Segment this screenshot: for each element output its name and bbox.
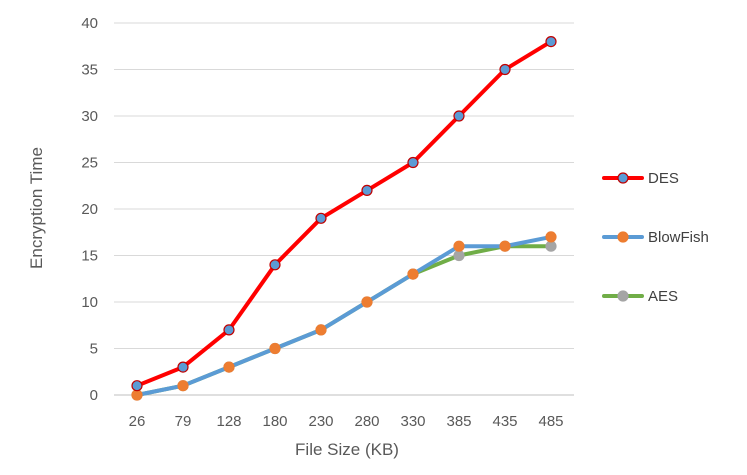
data-point-des: [545, 35, 557, 48]
y-tick-label: 20: [81, 201, 98, 218]
y-tick-label: 15: [81, 248, 98, 265]
data-point-aes: [545, 240, 557, 252]
y-tick-label: 0: [90, 387, 98, 404]
y-tick-label: 5: [90, 341, 98, 358]
legend-label-blowfish: BlowFish: [648, 229, 709, 246]
data-point-des: [269, 259, 281, 271]
x-tick-label: 180: [262, 413, 287, 430]
y-axis-title: Encryption Time: [27, 147, 46, 269]
data-point-blowfish: [453, 240, 465, 252]
x-tick-label: 26: [129, 413, 146, 430]
data-point-des: [315, 212, 327, 224]
gridlines: [114, 22, 574, 396]
x-tick-label: 435: [492, 413, 517, 430]
x-tick-label: 230: [308, 413, 333, 430]
series-lines: [131, 35, 557, 401]
series-line-des: [135, 39, 553, 388]
y-axis-ticks: 0 5 10 15 20 25 30 35 40: [81, 15, 98, 404]
y-tick-label: 40: [81, 15, 98, 32]
x-axis-ticks: 26 79 128 180 230 280 330 385 435 485: [129, 413, 564, 430]
y-tick-label: 35: [81, 62, 98, 79]
data-point-des: [131, 380, 143, 392]
data-point-des: [177, 361, 189, 373]
x-tick-label: 128: [216, 413, 241, 430]
y-tick-label: 25: [81, 155, 98, 172]
x-axis-title: File Size (KB): [295, 440, 399, 459]
data-point-blowfish: [545, 231, 557, 243]
data-point-des: [453, 110, 465, 122]
legend: DES BlowFish AES: [602, 170, 709, 305]
data-point-blowfish: [177, 380, 189, 392]
data-point-blowfish: [131, 389, 143, 401]
data-point-aes: [453, 249, 465, 262]
data-point-des: [361, 184, 373, 196]
y-tick-label: 10: [81, 294, 98, 311]
legend-marker-des: [617, 172, 629, 184]
data-point-blowfish: [269, 342, 281, 355]
x-tick-label: 485: [538, 413, 563, 430]
data-point-blowfish: [499, 240, 511, 252]
legend-label-aes: AES: [648, 288, 678, 305]
data-point-blowfish: [315, 324, 327, 336]
series-line-blowfish: [135, 234, 553, 397]
data-point-des: [223, 324, 235, 336]
x-tick-label: 385: [446, 413, 471, 430]
data-point-des: [499, 63, 511, 76]
y-tick-label: 30: [81, 108, 98, 125]
x-tick-label: 79: [175, 413, 192, 430]
legend-marker-blowfish: [617, 231, 629, 243]
data-point-blowfish: [223, 361, 235, 373]
series-line-aes: [135, 244, 553, 397]
legend-label-des: DES: [648, 170, 679, 187]
data-point-blowfish: [407, 268, 419, 280]
legend-marker-aes: [617, 290, 629, 302]
data-point-blowfish: [361, 296, 373, 308]
x-tick-label: 330: [400, 413, 425, 430]
data-point-des: [407, 156, 419, 169]
x-tick-label: 280: [354, 413, 379, 430]
